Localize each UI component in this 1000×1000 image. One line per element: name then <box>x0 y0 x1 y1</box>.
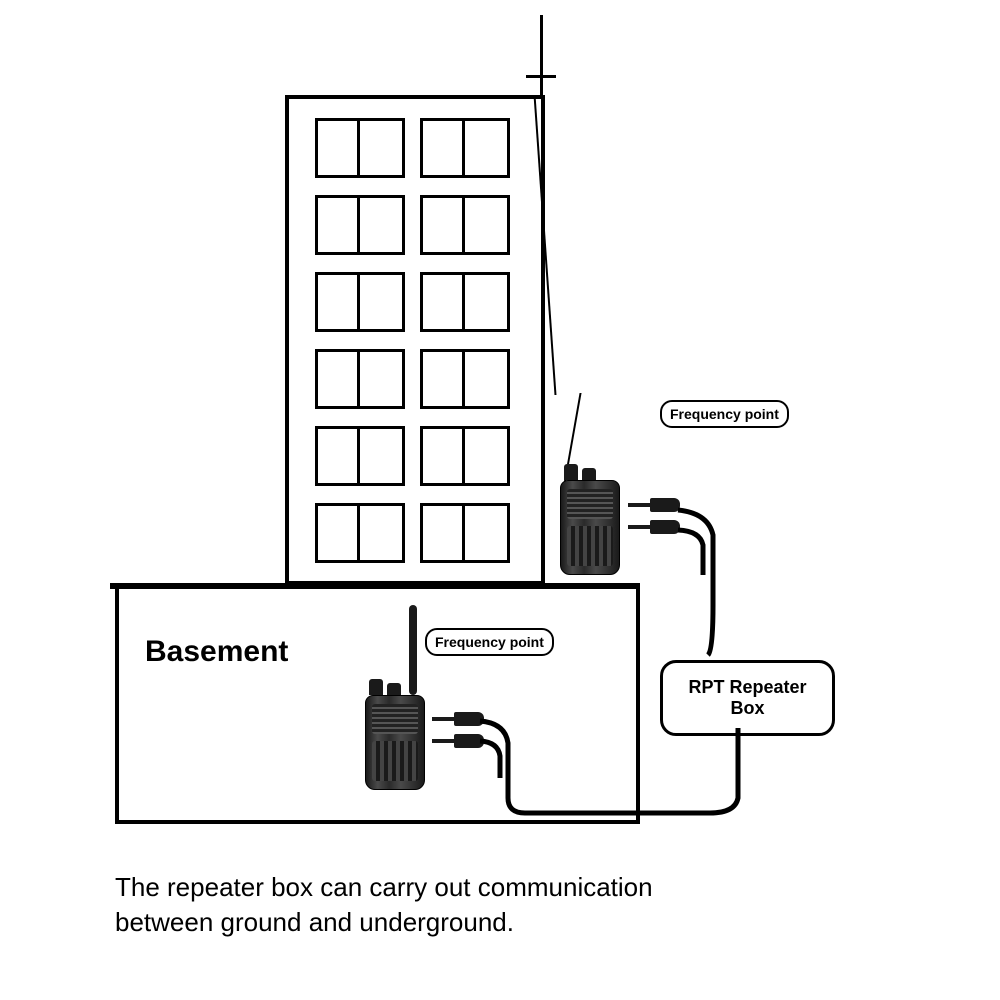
window-row <box>315 503 510 563</box>
cable-radio2-repeater <box>480 718 760 848</box>
basement-label: Basement <box>145 635 288 669</box>
connector-plug <box>628 520 680 534</box>
window-row <box>315 272 510 332</box>
radio-upper <box>560 480 620 575</box>
antenna-mast <box>540 15 543 97</box>
caption-line2: between ground and underground. <box>115 907 514 937</box>
connector-plug <box>628 498 680 512</box>
repeater-diagram: Basement Frequency point RPT Repeater Bo… <box>0 0 1000 1000</box>
caption: The repeater box can carry out communica… <box>115 870 653 940</box>
freq-point-label-1: Frequency point <box>660 400 789 428</box>
window-row <box>315 349 510 409</box>
connector-plug <box>432 734 484 748</box>
window-row <box>315 426 510 486</box>
freq-point-label-2: Frequency point <box>425 628 554 656</box>
radio-basement <box>365 695 425 790</box>
caption-line1: The repeater box can carry out communica… <box>115 872 653 902</box>
window-row <box>315 195 510 255</box>
window-row <box>315 118 510 178</box>
connector-plug <box>432 712 484 726</box>
antenna-cross <box>526 75 556 78</box>
cable-radio1-repeater <box>678 505 778 665</box>
